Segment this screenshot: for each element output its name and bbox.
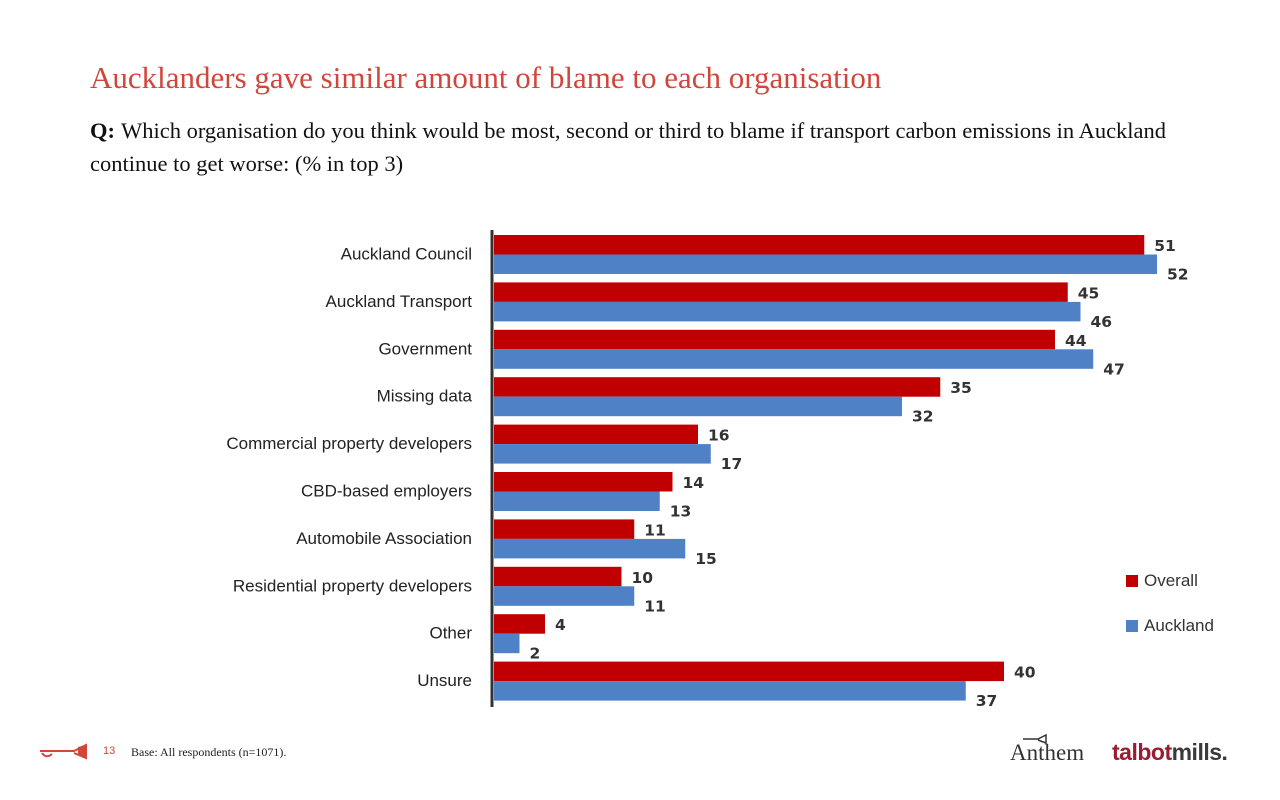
category-label-residential-property-developers: Residential property developers <box>233 576 472 595</box>
talbot-logo-text: talbot <box>1112 739 1172 765</box>
value-label-overall-auckland-transport: 45 <box>1078 284 1100 302</box>
value-label-overall-cbd-based-employers: 14 <box>683 474 705 492</box>
category-label-cbd-based-employers: CBD-based employers <box>301 482 472 501</box>
category-label-auckland-transport: Auckland Transport <box>326 292 473 311</box>
megaphone-icon <box>40 743 87 760</box>
category-label-automobile-association: Automobile Association <box>296 529 472 548</box>
question-prefix: Q: <box>90 118 115 143</box>
value-label-overall-unsure: 40 <box>1014 664 1036 682</box>
base-note: Base: All respondents (n=1071). <box>131 745 287 759</box>
bar-auckland-government <box>494 349 1094 369</box>
legend-swatch-auckland <box>1126 620 1138 632</box>
bar-overall-unsure <box>494 661 1004 682</box>
bar-overall-government <box>494 329 1055 350</box>
value-label-auckland-auckland-council: 52 <box>1167 266 1189 284</box>
value-label-overall-commercial-property-developers: 16 <box>708 427 730 445</box>
legend-item-auckland: Auckland <box>1126 615 1214 637</box>
bar-overall-other <box>494 614 545 634</box>
bar-auckland-other <box>494 633 520 654</box>
category-label-government: Government <box>378 339 472 358</box>
bar-auckland-unsure <box>494 681 966 701</box>
bar-overall-residential-property-developers <box>494 566 622 587</box>
bar-auckland-automobile-association <box>494 538 686 559</box>
value-label-auckland-government: 47 <box>1103 360 1125 378</box>
legend-item-overall: Overall <box>1126 570 1214 592</box>
bar-overall-cbd-based-employers <box>494 472 673 492</box>
value-label-overall-auckland-council: 51 <box>1154 237 1176 255</box>
value-label-auckland-auckland-transport: 46 <box>1091 313 1113 331</box>
mills-logo-text: mills. <box>1171 739 1228 765</box>
question-text: Q: Which organisation do you think would … <box>90 114 1190 180</box>
category-label-other: Other <box>429 624 472 643</box>
bar-overall-automobile-association <box>494 519 635 539</box>
page-title: Aucklanders gave similar amount of blame… <box>90 60 882 95</box>
value-label-overall-other: 4 <box>555 616 566 634</box>
value-label-overall-missing-data: 35 <box>950 379 972 397</box>
bar-auckland-missing-data <box>494 396 902 417</box>
bar-overall-auckland-transport <box>494 282 1068 302</box>
value-label-auckland-automobile-association: 15 <box>695 550 717 568</box>
question-body: Which organisation do you think would be… <box>90 118 1167 176</box>
category-label-auckland-council: Auckland Council <box>341 245 472 264</box>
value-label-auckland-unsure: 37 <box>976 692 998 710</box>
bar-auckland-auckland-transport <box>494 301 1081 322</box>
anthem-logo: Anthem <box>1010 740 1085 765</box>
category-label-unsure: Unsure <box>417 671 472 690</box>
bar-auckland-commercial-property-developers <box>494 444 711 464</box>
legend-swatch-overall <box>1126 575 1138 587</box>
category-label-commercial-property-developers: Commercial property developers <box>226 434 472 453</box>
value-label-auckland-commercial-property-developers: 17 <box>721 455 743 473</box>
chart-legend: Overall Auckland <box>1126 570 1214 660</box>
bar-auckland-residential-property-developers <box>494 586 635 606</box>
anthem-trumpet-icon <box>1023 733 1047 745</box>
bar-auckland-cbd-based-employers <box>494 491 660 511</box>
value-label-auckland-missing-data: 32 <box>912 408 934 426</box>
bar-overall-auckland-council <box>494 235 1145 255</box>
value-label-auckland-cbd-based-employers: 13 <box>670 503 692 521</box>
category-label-missing-data: Missing data <box>377 387 473 406</box>
page-number: 13 <box>103 745 116 757</box>
bar-overall-missing-data <box>494 377 941 397</box>
value-label-auckland-other: 2 <box>530 645 541 663</box>
legend-label-auckland: Auckland <box>1144 616 1214 635</box>
value-label-overall-residential-property-developers: 10 <box>632 569 654 587</box>
talbotmills-logo: talbotmills. <box>1112 739 1228 766</box>
value-label-overall-government: 44 <box>1065 332 1087 350</box>
legend-label-overall: Overall <box>1144 571 1198 590</box>
value-label-overall-automobile-association: 11 <box>644 521 666 539</box>
bar-overall-commercial-property-developers <box>494 424 698 445</box>
value-label-auckland-residential-property-developers: 11 <box>644 597 666 615</box>
bar-auckland-auckland-council <box>494 254 1157 274</box>
